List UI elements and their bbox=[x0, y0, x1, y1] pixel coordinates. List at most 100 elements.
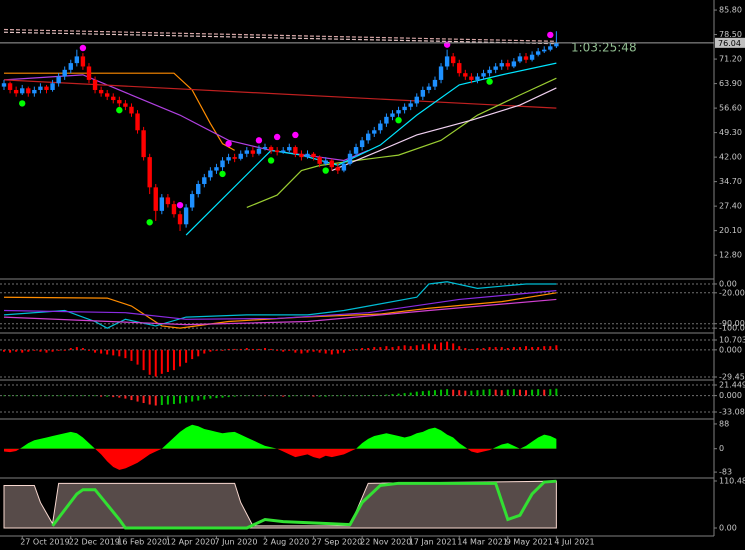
histogram-bar bbox=[191, 395, 194, 402]
candle-body bbox=[493, 66, 498, 70]
histogram-bar bbox=[270, 395, 273, 397]
y-tick-label: 56.60 bbox=[719, 104, 742, 113]
candle-body bbox=[420, 89, 426, 97]
candle-body bbox=[311, 153, 316, 158]
indicator-line bbox=[246, 77, 557, 209]
histogram-bar bbox=[306, 395, 309, 397]
histogram-bar bbox=[312, 349, 315, 352]
histogram-bar bbox=[464, 348, 467, 350]
histogram-bar bbox=[403, 393, 406, 396]
histogram-bar bbox=[57, 349, 60, 351]
signal-dot bbox=[176, 201, 184, 209]
histogram-bar bbox=[470, 348, 473, 350]
histogram-bar bbox=[3, 395, 5, 397]
histogram-bar bbox=[391, 347, 394, 350]
histogram-bar bbox=[348, 395, 351, 397]
indicator-line bbox=[3, 292, 557, 329]
histogram-bar bbox=[324, 395, 327, 397]
histogram-bar bbox=[531, 347, 534, 350]
histogram-bar bbox=[148, 349, 151, 375]
histogram-bar bbox=[300, 395, 303, 397]
histogram-bar bbox=[160, 349, 163, 374]
indicator-line bbox=[3, 28, 557, 42]
histogram-bar bbox=[318, 349, 321, 353]
histogram-bar bbox=[336, 349, 339, 354]
histogram-bar bbox=[100, 349, 103, 354]
histogram-bar bbox=[415, 391, 418, 396]
histogram-bar bbox=[415, 345, 418, 350]
histogram-bar bbox=[245, 348, 248, 350]
histogram-bar bbox=[458, 346, 461, 350]
candle-body bbox=[335, 167, 341, 171]
histogram-bar bbox=[379, 395, 382, 396]
candle-body bbox=[384, 116, 389, 124]
histogram-bar bbox=[361, 395, 364, 397]
y-tick-label: 20.10 bbox=[719, 226, 742, 235]
candle-body bbox=[208, 170, 213, 178]
candle-body bbox=[56, 76, 61, 84]
candle-body bbox=[481, 73, 486, 77]
candle-body bbox=[196, 183, 201, 195]
candle-body bbox=[523, 56, 529, 60]
candle-body bbox=[1, 83, 7, 87]
x-tick-label: 12 Apr 2020 bbox=[166, 538, 215, 547]
candle-body bbox=[189, 194, 195, 208]
histogram-bar bbox=[172, 395, 175, 405]
x-tick-label: 22 Nov 2020 bbox=[360, 538, 411, 547]
histogram-bar bbox=[300, 349, 303, 354]
histogram-bar bbox=[69, 348, 72, 350]
signal-dot bbox=[322, 167, 329, 174]
histogram-bar bbox=[221, 349, 224, 351]
histogram-bar bbox=[112, 349, 115, 356]
histogram-bar bbox=[336, 395, 339, 397]
histogram-bar bbox=[142, 349, 145, 371]
histogram-bar bbox=[421, 344, 424, 350]
candle-body bbox=[378, 123, 383, 131]
histogram-bar bbox=[482, 348, 485, 350]
histogram-bar bbox=[440, 342, 443, 350]
histogram-bar bbox=[427, 343, 430, 350]
candle-body bbox=[475, 76, 480, 80]
histogram-bar bbox=[221, 395, 224, 398]
y-tick-label: 0.000 bbox=[719, 391, 742, 400]
histogram-bar bbox=[555, 345, 558, 350]
histogram-bar bbox=[543, 389, 546, 396]
histogram-bar bbox=[306, 349, 309, 353]
candle-body bbox=[353, 147, 359, 154]
candle-body bbox=[359, 140, 365, 148]
histogram-bar bbox=[215, 395, 218, 399]
histogram-bar bbox=[373, 347, 376, 350]
histogram-bar bbox=[409, 392, 412, 396]
histogram-bar bbox=[124, 349, 127, 359]
candle-body bbox=[542, 49, 547, 52]
y-tick-label: 0 bbox=[719, 444, 724, 453]
histogram-bar bbox=[9, 349, 12, 353]
y-tick-label: 34.70 bbox=[719, 177, 742, 186]
candle-body bbox=[20, 88, 25, 94]
histogram-bar bbox=[185, 349, 188, 363]
x-tick-label: 9 May 2021 bbox=[506, 538, 553, 547]
histogram-bar bbox=[203, 395, 206, 400]
x-tick-label: 16 Feb 2020 bbox=[117, 538, 167, 547]
histogram-bar bbox=[118, 395, 121, 398]
histogram-bar bbox=[112, 395, 115, 398]
x-tick-label: 17 Jan 2021 bbox=[409, 538, 457, 547]
indicator-line bbox=[3, 290, 557, 320]
x-tick-label: 27 Oct 2019 bbox=[20, 538, 69, 547]
histogram-bar bbox=[257, 395, 260, 397]
x-tick-label: 7 Jun 2020 bbox=[214, 538, 257, 547]
candle-body bbox=[232, 157, 237, 159]
histogram-bar bbox=[209, 349, 212, 352]
histogram-bar bbox=[537, 347, 540, 350]
candle-body bbox=[104, 93, 110, 97]
histogram-bar bbox=[446, 389, 449, 396]
y-tick-label: -29.459 bbox=[719, 373, 745, 382]
candle-body bbox=[86, 66, 92, 80]
histogram-bar bbox=[276, 395, 279, 397]
candle-body bbox=[438, 66, 444, 80]
y-tick-label: 42.00 bbox=[719, 153, 742, 162]
y-tick-label: 0.00 bbox=[719, 524, 737, 533]
histogram-bar bbox=[355, 395, 358, 397]
histogram-bar bbox=[391, 394, 394, 396]
histogram-bar bbox=[130, 395, 133, 401]
